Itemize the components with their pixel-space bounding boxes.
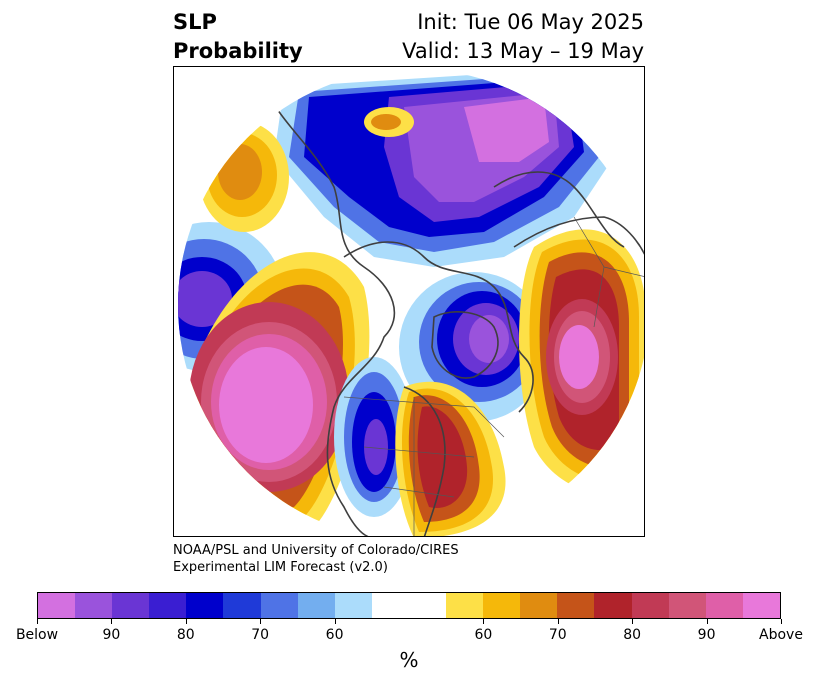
colorbar-tick-label: 70 bbox=[251, 627, 270, 643]
colorbar-tick-mark bbox=[707, 619, 708, 624]
colorbar-tick-label: 90 bbox=[102, 627, 121, 643]
colorbar-tick-mark bbox=[483, 619, 484, 624]
colorbar-segment bbox=[223, 593, 261, 618]
colorbar-tick-label: Above bbox=[759, 627, 803, 643]
colorbar-tick-mark bbox=[37, 619, 38, 624]
colorbar bbox=[37, 592, 781, 619]
colorbar-tick-label: 80 bbox=[623, 627, 642, 643]
eastern-us-high-anomaly bbox=[395, 381, 506, 536]
colorbar-segment bbox=[75, 593, 113, 618]
title-line-2: Probability bbox=[173, 39, 303, 63]
colorbar-segment bbox=[594, 593, 632, 618]
colorbar-tick-label: Below bbox=[15, 627, 59, 643]
map-panel bbox=[173, 66, 645, 537]
colorbar-tick-label: 60 bbox=[325, 627, 344, 643]
colorbar-segment bbox=[297, 593, 335, 618]
valid-date-label: Valid: 13 May – 19 May bbox=[402, 39, 644, 63]
credit-line-1: NOAA/PSL and University of Colorado/CIRE… bbox=[173, 543, 459, 558]
colorbar-tick-mark bbox=[335, 619, 336, 624]
colorbar-tick-mark bbox=[781, 619, 782, 624]
colorbar-segment bbox=[112, 593, 150, 618]
colorbar-segment bbox=[446, 593, 484, 618]
colorbar-segment bbox=[705, 593, 743, 618]
map-title: SLP Probability bbox=[173, 8, 303, 66]
colorbar-segment bbox=[520, 593, 558, 618]
north-atlantic-high-anomaly bbox=[519, 229, 644, 495]
forecast-dates: Init: Tue 06 May 2025 Valid: 13 May – 19… bbox=[402, 8, 644, 66]
credit-text: NOAA/PSL and University of Colorado/CIRE… bbox=[173, 542, 459, 576]
colorbar-tick-label: 70 bbox=[548, 627, 567, 643]
colorbar-segment bbox=[742, 593, 780, 618]
colorbar-segment bbox=[334, 593, 372, 618]
credit-line-2: Experimental LIM Forecast (v2.0) bbox=[173, 560, 388, 575]
colorbar-segment bbox=[186, 593, 224, 618]
bering-high-anomaly bbox=[199, 122, 289, 232]
title-line-1: SLP bbox=[173, 10, 217, 34]
colorbar-segment bbox=[668, 593, 706, 618]
colorbar-segment bbox=[557, 593, 595, 618]
colorbar-tick-mark bbox=[186, 619, 187, 624]
political-borders bbox=[343, 216, 644, 536]
colorbar-tick-label: 60 bbox=[474, 627, 493, 643]
colorbar-tick-label: 90 bbox=[697, 627, 716, 643]
colorbar-segment bbox=[260, 593, 298, 618]
colorbar-segment bbox=[483, 593, 521, 618]
colorbar-tick-mark bbox=[111, 619, 112, 624]
western-us-low-anomaly bbox=[334, 357, 414, 517]
probability-map bbox=[178, 69, 644, 536]
colorbar-segment bbox=[371, 593, 447, 618]
init-date-label: Init: Tue 06 May 2025 bbox=[417, 10, 644, 34]
colorbar-tick-mark bbox=[260, 619, 261, 624]
colorbar-tick-mark bbox=[632, 619, 633, 624]
colorbar-segment bbox=[149, 593, 187, 618]
colorbar-tick-label: 80 bbox=[176, 627, 195, 643]
colorbar-unit-label: % bbox=[399, 648, 419, 672]
colorbar-segment bbox=[38, 593, 76, 618]
colorbar-tick-mark bbox=[558, 619, 559, 624]
colorbar-segment bbox=[631, 593, 669, 618]
